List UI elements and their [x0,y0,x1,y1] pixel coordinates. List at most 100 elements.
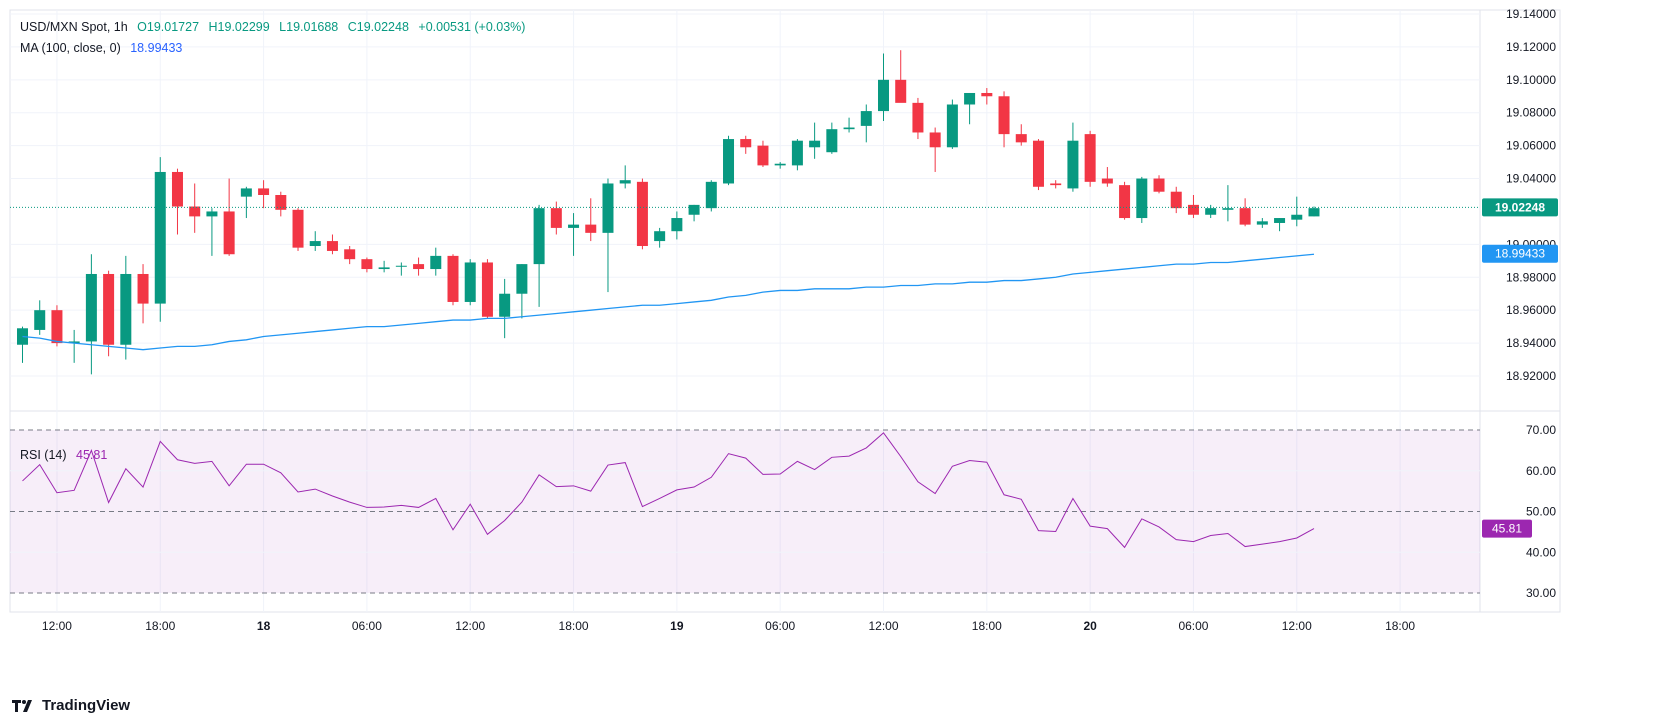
candle-body [206,211,218,217]
candle-body [1205,208,1217,215]
price-tick-label: 19.12000 [1506,40,1556,54]
price-tick-label: 18.98000 [1506,270,1556,284]
candle-body [843,127,855,130]
candle-body [120,273,132,345]
candle-body [1291,214,1303,220]
candle [68,329,80,363]
candle-body [1032,140,1044,187]
candle-body [68,341,80,344]
candle-body [395,265,407,267]
candle-body [413,264,425,270]
candle [447,254,459,306]
candle [1187,195,1199,219]
candle-body [326,241,338,251]
tradingview-logo-icon [12,699,32,712]
candle-body [654,231,666,242]
candle-body [585,224,597,233]
candle-body [550,208,562,228]
candle-body [171,171,183,207]
candle-body [878,79,889,112]
candle [189,183,201,233]
price-tick-label: 19.04000 [1506,172,1556,186]
candle-body [568,224,580,228]
candle [1032,139,1044,191]
time-tick-label: 18:00 [972,619,1002,633]
candle-body [85,273,97,342]
candle [1222,185,1234,222]
high-value: H19.02299 [208,20,270,34]
time-tick-label: 06:00 [1178,619,1208,633]
candle [740,135,752,154]
candle-body [757,145,769,166]
candle [1239,198,1251,227]
candle-body [378,267,390,270]
candle-body [499,293,511,317]
candle-body [464,262,476,302]
time-tick-label: 06:00 [352,619,382,633]
ma-legend: MA (100, close, 0) 18.99433 [20,41,188,55]
candle-body [1050,183,1062,186]
candle-body [636,181,648,247]
price-tick-label: 19.08000 [1506,106,1556,120]
candle [1205,204,1217,219]
candle-body [1084,134,1096,182]
candle [964,92,976,125]
rsi-value-text: 45.81 [1492,522,1522,536]
candle [705,180,717,212]
candle-body [602,183,614,233]
candle [499,278,511,339]
candle [51,305,63,347]
candle [912,97,924,140]
candle [998,91,1010,148]
time-tick-label: 12:00 [868,619,898,633]
tradingview-logo[interactable]: TradingView [12,697,130,714]
candle [826,122,838,154]
candle-body [51,310,63,344]
candle-body [309,241,321,247]
candle-body [964,92,976,105]
time-tick-label: 12:00 [1282,619,1312,633]
price-tick-label: 18.96000 [1506,303,1556,317]
candle-body [895,79,907,103]
candle-body [723,139,735,184]
candle-body [619,180,631,184]
candle [757,140,769,168]
time-tick-label: 19 [670,619,684,633]
symbol-legend: USD/MXN Spot, 1h O19.01727 H19.02299 L19… [20,20,531,34]
candle-body [292,209,304,248]
candle [378,260,390,273]
candle-body [516,264,528,294]
candle [326,234,338,255]
candle-body [705,181,717,209]
candle-body [1015,134,1027,143]
candle-body [361,259,373,270]
candle [1136,176,1148,223]
candle [137,264,149,324]
time-tick-label: 18:00 [1385,619,1415,633]
candle [223,178,235,256]
candle [619,165,631,189]
candle [929,127,941,172]
candle-body [103,273,115,345]
candle-body [240,188,252,197]
candle [240,186,252,219]
time-tick-label: 06:00 [765,619,795,633]
candle-body [258,188,270,195]
candle-body [34,310,46,330]
candle-body [740,139,752,148]
candle [1308,206,1320,217]
ma-line [22,253,1315,351]
candle-body [275,195,287,210]
candle [1050,180,1062,189]
candle [723,135,735,186]
rsi-label: RSI (14) [20,448,67,462]
rsi-line [22,432,1315,549]
candle [1084,130,1096,187]
candle [843,117,855,133]
candle [17,326,28,363]
candle [946,99,958,149]
chart-frame [9,9,1561,613]
candle [860,104,872,143]
candle-body [137,273,149,304]
